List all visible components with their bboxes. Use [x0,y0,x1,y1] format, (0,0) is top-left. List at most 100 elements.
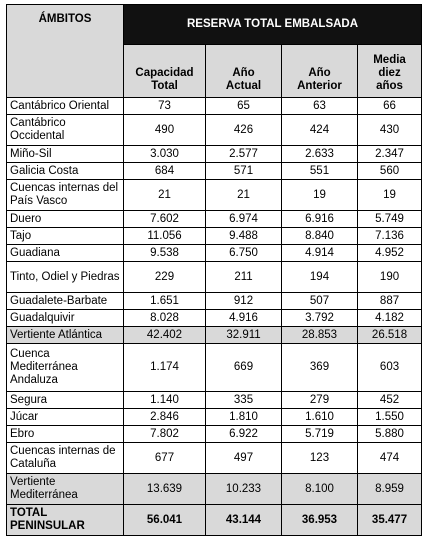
cell-capacidad: 1.174 [123,343,206,392]
table-row: Tajo 11.056 9.488 8.840 7.136 [6,227,423,245]
cell-media: 603 [356,343,423,392]
cell-actual: 2.577 [205,145,282,163]
row-name: Ebro [6,425,124,443]
cell-actual: 6.974 [205,210,282,228]
row-name: Vertiente Mediterránea [6,473,124,505]
cell-capacidad: 73 [123,97,206,115]
header-anterior: Año Anterior [281,44,358,98]
cell-capacidad: 8.028 [123,309,206,327]
cell-media: 1.550 [356,408,423,426]
cell-anterior: 19 [281,179,358,211]
cell-actual: 6.922 [205,425,282,443]
table-row: Segura 1.140 335 279 452 [6,391,423,409]
header-ambitos-label: ÁMBITOS [38,13,92,25]
cell-capacidad: 9.538 [123,244,206,262]
cell-media: 474 [356,442,423,474]
cell-actual: 10.233 [205,473,282,505]
table-row: Miño-Sil 3.030 2.577 2.633 2.347 [6,145,423,163]
cell-capacidad: 13.639 [123,473,206,505]
cell-anterior: 4.914 [281,244,358,262]
cell-capacidad: 2.846 [123,408,206,426]
cell-capacidad: 7.602 [123,210,206,228]
cell-anterior: 1.610 [281,408,358,426]
header-actual: Año Actual [205,44,282,98]
table-row: Cantábrico Occidental 490 426 424 430 [6,114,423,146]
cell-media: 35.477 [356,504,423,536]
cell-actual: 21 [205,179,282,211]
cell-capacidad: 21 [123,179,206,211]
total-row: TOTAL PENINSULAR 56.041 43.144 36.953 35.477 [6,504,423,536]
row-name: Cantábrico Oriental [6,97,124,115]
cell-capacidad: 490 [123,114,206,146]
subtotal-row: Vertiente Mediterránea 13.639 10.233 8.100 8… [6,473,423,505]
cell-media: 452 [356,391,423,409]
row-name: Miño-Sil [6,145,124,163]
cell-actual: 4.916 [205,309,282,327]
cell-actual: 426 [205,114,282,146]
row-name: Cuencas internas de Cataluña [6,442,124,474]
cell-anterior: 3.792 [281,309,358,327]
cell-capacidad: 3.030 [123,145,206,163]
row-name: Guadalquivir [6,309,124,327]
cell-media: 2.347 [356,145,423,163]
row-name: Vertiente Atlántica [6,326,124,344]
row-name: Júcar [6,408,124,426]
cell-anterior: 424 [281,114,358,146]
cell-anterior: 63 [281,97,358,115]
cell-anterior: 6.916 [281,210,358,228]
cell-actual: 335 [205,391,282,409]
cell-media: 560 [356,162,423,180]
table-row: Cuencas internas del País Vasco 21 21 19 19 [6,179,423,211]
cell-media: 4.952 [356,244,423,262]
cell-anterior: 2.633 [281,145,358,163]
header-media-label: Media diez años [373,54,406,92]
cell-capacidad: 1.140 [123,391,206,409]
cell-anterior: 279 [281,391,358,409]
cell-media: 26.518 [356,326,423,344]
row-name: Segura [6,391,124,409]
header-reserva-total: RESERVA TOTAL EMBALSADA [122,4,423,45]
cell-media: 190 [356,261,423,293]
header-capacidad: Capacidad Total [123,44,206,98]
table-row: Tinto, Odiel y Piedras 229 211 194 190 [6,261,423,293]
cell-actual: 669 [205,343,282,392]
cell-capacidad: 229 [123,261,206,293]
subtotal-row: Vertiente Atlántica 42.402 32.911 28.853 26.… [6,326,423,344]
table-row: Júcar 2.846 1.810 1.610 1.550 [6,408,423,426]
cell-actual: 912 [205,292,282,310]
table-row: Cantábrico Oriental 73 65 63 66 [6,97,423,115]
row-name: Tajo [6,227,124,245]
row-name: Cantábrico Occidental [6,114,124,146]
header-capacidad-label: Capacidad Total [135,67,194,92]
cell-anterior: 28.853 [281,326,358,344]
cell-capacidad: 11.056 [123,227,206,245]
cell-actual: 9.488 [205,227,282,245]
table-row: Ebro 7.802 6.922 5.719 5.880 [6,425,423,443]
cell-capacidad: 7.802 [123,425,206,443]
cell-actual: 6.750 [205,244,282,262]
row-name: TOTAL PENINSULAR [6,504,124,536]
table-row: Duero 7.602 6.974 6.916 5.749 [6,210,423,228]
cell-actual: 43.144 [205,504,282,536]
row-name: Galicia Costa [6,162,124,180]
cell-media: 4.182 [356,309,423,327]
cell-media: 7.136 [356,227,423,245]
table-row: Guadalete-Barbate 1.651 912 507 887 [6,292,423,310]
cell-anterior: 507 [281,292,358,310]
cell-media: 430 [356,114,423,146]
cell-capacidad: 1.651 [123,292,206,310]
reserva-table: ÁMBITOS RESERVA TOTAL EMBALSADA Capacida… [6,4,423,536]
cell-anterior: 8.100 [281,473,358,505]
cell-actual: 65 [205,97,282,115]
table-row: Cuencas internas de Cataluña 677 497 123 474 [6,442,423,474]
header-ambitos: ÁMBITOS [6,4,124,98]
header-anterior-label: Año Anterior [297,67,342,92]
row-name: Guadiana [6,244,124,262]
row-name: Guadalete-Barbate [6,292,124,310]
table-row: Guadalquivir 8.028 4.916 3.792 4.182 [6,309,423,327]
row-name: Tinto, Odiel y Piedras [6,261,124,293]
row-name: Cuenca Mediterránea Andaluza [6,343,124,392]
cell-media: 8.959 [356,473,423,505]
cell-actual: 497 [205,442,282,474]
cell-anterior: 36.953 [281,504,358,536]
